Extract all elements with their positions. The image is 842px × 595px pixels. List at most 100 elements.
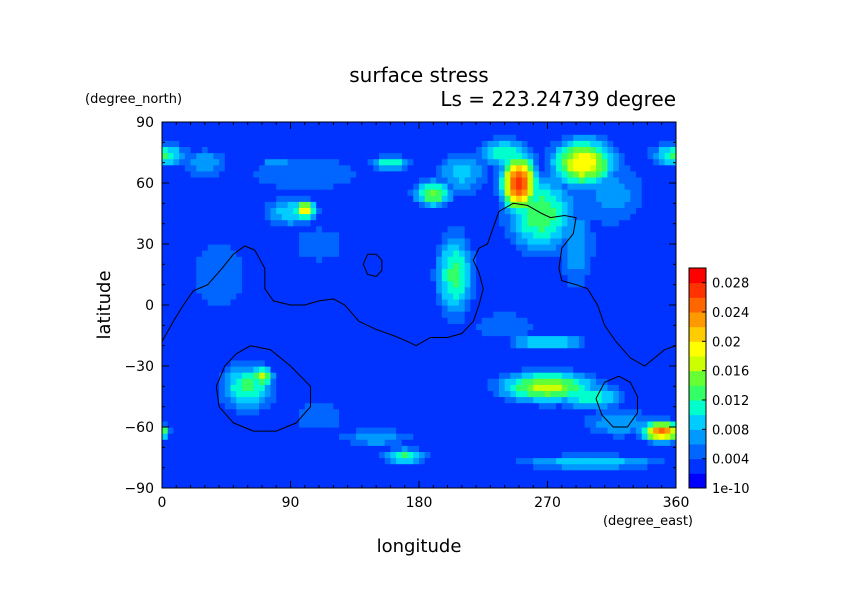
field-cell bbox=[396, 481, 403, 488]
field-cell bbox=[584, 244, 591, 251]
field-cell bbox=[207, 439, 214, 446]
field-cell bbox=[259, 390, 266, 398]
field-cell bbox=[516, 341, 523, 349]
field-cell bbox=[361, 329, 369, 337]
field-cell bbox=[590, 128, 597, 135]
field-cell bbox=[464, 439, 471, 446]
field-cell bbox=[527, 323, 534, 330]
field-cell bbox=[538, 378, 546, 385]
field-cell bbox=[458, 262, 466, 269]
field-cell bbox=[573, 341, 580, 349]
field-cell bbox=[316, 225, 323, 233]
field-cell bbox=[310, 463, 317, 471]
field-cell bbox=[561, 170, 569, 178]
field-cell bbox=[344, 457, 352, 465]
field-cell bbox=[441, 158, 449, 166]
field-cell bbox=[607, 481, 614, 488]
field-cell bbox=[498, 262, 506, 269]
field-cell bbox=[287, 414, 294, 422]
field-cell bbox=[441, 207, 449, 215]
field-cell bbox=[344, 231, 352, 239]
field-cell bbox=[607, 152, 614, 160]
field-cell bbox=[590, 183, 597, 190]
field-cell bbox=[487, 469, 494, 477]
field-cell bbox=[550, 128, 557, 135]
field-cell bbox=[561, 134, 569, 141]
field-cell bbox=[510, 298, 517, 306]
field-cell bbox=[327, 164, 334, 172]
field-cell bbox=[567, 311, 574, 318]
field-cell bbox=[367, 317, 374, 324]
field-cell bbox=[613, 329, 620, 337]
field-cell bbox=[281, 414, 289, 422]
field-cell bbox=[458, 420, 466, 428]
field-cell bbox=[578, 451, 586, 459]
field-cell bbox=[230, 445, 237, 452]
field-cell bbox=[538, 372, 546, 379]
field-cell bbox=[413, 225, 420, 233]
field-cell bbox=[584, 341, 591, 349]
field-cell bbox=[247, 195, 254, 202]
field-cell bbox=[630, 152, 637, 160]
field-cell bbox=[590, 390, 597, 398]
field-cell bbox=[590, 122, 597, 129]
field-cell bbox=[424, 122, 432, 129]
field-cell bbox=[190, 140, 197, 147]
field-cell bbox=[224, 274, 232, 282]
field-cell bbox=[510, 372, 517, 379]
field-cell bbox=[361, 481, 369, 488]
field-cell bbox=[236, 408, 243, 416]
field-cell bbox=[339, 298, 346, 306]
field-cell bbox=[173, 280, 180, 288]
field-cell bbox=[481, 457, 489, 465]
field-cell bbox=[327, 122, 334, 129]
field-cell bbox=[613, 335, 620, 343]
field-cell bbox=[201, 292, 209, 300]
field-cell bbox=[567, 164, 574, 172]
field-cell bbox=[390, 250, 397, 257]
field-cell bbox=[567, 323, 574, 330]
field-cell bbox=[281, 359, 289, 367]
field-cell bbox=[498, 152, 506, 160]
field-cell bbox=[487, 189, 494, 196]
field-cell bbox=[339, 176, 346, 184]
field-cell bbox=[607, 445, 614, 452]
field-cell bbox=[476, 213, 483, 221]
field-cell bbox=[413, 256, 420, 263]
field-cell bbox=[590, 176, 597, 184]
field-cell bbox=[458, 152, 466, 160]
field-cell bbox=[201, 396, 209, 404]
field-cell bbox=[333, 341, 340, 349]
field-cell bbox=[310, 396, 317, 404]
field-cell bbox=[630, 323, 637, 330]
field-cell bbox=[607, 427, 614, 434]
field-cell bbox=[184, 152, 192, 160]
field-cell bbox=[390, 366, 397, 373]
field-cell bbox=[601, 128, 609, 135]
field-cell bbox=[601, 372, 609, 379]
field-cell bbox=[173, 183, 180, 190]
field-cell bbox=[339, 244, 346, 251]
field-cell bbox=[487, 292, 494, 300]
field-cell bbox=[356, 451, 363, 459]
field-cell bbox=[167, 475, 175, 483]
field-cell bbox=[510, 189, 517, 196]
field-cell bbox=[196, 201, 203, 208]
field-cell bbox=[310, 402, 317, 410]
field-cell bbox=[481, 122, 489, 129]
field-cell bbox=[321, 195, 329, 202]
field-cell bbox=[316, 408, 323, 416]
field-cell bbox=[230, 481, 237, 488]
field-cell bbox=[453, 329, 460, 337]
field-cell bbox=[430, 439, 437, 446]
field-cell bbox=[367, 457, 374, 465]
field-cell bbox=[441, 311, 449, 318]
field-cell bbox=[350, 201, 357, 208]
field-cell bbox=[567, 268, 574, 276]
field-cell bbox=[173, 384, 180, 391]
field-cell bbox=[230, 183, 237, 190]
field-cell bbox=[356, 280, 363, 288]
field-cell bbox=[293, 341, 300, 349]
field-cell bbox=[339, 201, 346, 208]
field-cell bbox=[350, 420, 357, 428]
